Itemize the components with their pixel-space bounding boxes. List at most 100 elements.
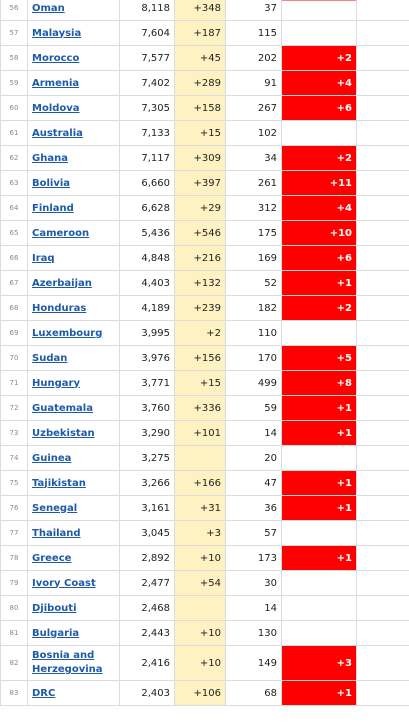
country-link[interactable]: Thailand — [32, 527, 81, 539]
total-cases-cell: 2,477 — [119, 570, 175, 596]
new-cases-cell: +397 — [174, 170, 226, 196]
country-link[interactable]: Honduras — [32, 302, 87, 314]
new-cases-cell: +156 — [174, 345, 226, 371]
new-cases-cell: +289 — [174, 70, 226, 96]
country-cell: Hungary — [27, 370, 120, 396]
total-cases-cell: 6,660 — [119, 170, 175, 196]
new-deaths-cell — [281, 620, 357, 646]
country-cell: Djibouti — [27, 595, 120, 621]
rank-cell: 59 — [0, 70, 28, 96]
country-link[interactable]: Finland — [32, 202, 74, 214]
country-link[interactable]: Bolivia — [32, 177, 71, 189]
new-cases-cell — [174, 595, 226, 621]
total-cases-cell: 7,577 — [119, 45, 175, 71]
country-link[interactable]: Morocco — [32, 52, 80, 64]
total-deaths-cell: 57 — [225, 520, 282, 546]
total-deaths-cell: 14 — [225, 420, 282, 446]
new-cases-cell: +239 — [174, 295, 226, 321]
country-cell: Senegal — [27, 495, 120, 521]
recovered-cell: 1,565 — [356, 495, 409, 521]
country-cell: Malaysia — [27, 20, 120, 46]
country-link[interactable]: Moldova — [32, 102, 80, 114]
total-cases-cell: 3,045 — [119, 520, 175, 546]
new-cases-cell: +166 — [174, 470, 226, 496]
recovered-cell: 473 — [356, 295, 409, 321]
country-cell: Azerbaijan — [27, 270, 120, 296]
total-deaths-cell: 499 — [225, 370, 282, 396]
country-link[interactable]: Australia — [32, 127, 83, 139]
recovered-cell: 1,721 — [356, 645, 409, 681]
recovered-cell: 1,673 — [356, 445, 409, 471]
total-cases-cell: 3,771 — [119, 370, 175, 396]
total-cases-cell: 7,402 — [119, 70, 175, 96]
country-cell: Greece — [27, 545, 120, 571]
recovered-cell: 2,636 — [356, 420, 409, 446]
country-link[interactable]: Tajikistan — [32, 477, 86, 489]
country-link[interactable]: Senegal — [32, 502, 78, 514]
recovered-cell: 503 — [356, 345, 409, 371]
total-deaths-cell: 59 — [225, 395, 282, 421]
new-deaths-cell: +8 — [281, 370, 357, 396]
country-link[interactable]: Bulgaria — [32, 627, 80, 639]
country-link[interactable]: Oman — [32, 2, 65, 14]
country-link[interactable]: Uzbekistan — [32, 427, 95, 439]
recovered-cell: 3,783 — [356, 320, 409, 346]
total-deaths-cell: 173 — [225, 545, 282, 571]
recovered-cell: 1,836 — [356, 370, 409, 396]
total-cases-cell: 3,161 — [119, 495, 175, 521]
country-link[interactable]: Cameroon — [32, 227, 90, 239]
country-link[interactable]: Azerbaijan — [32, 277, 92, 289]
total-cases-cell: 8,118 — [119, 0, 175, 21]
rank-cell: 67 — [0, 270, 28, 296]
country-link[interactable]: DRC — [32, 687, 56, 699]
recovered-cell: 1,996 — [356, 220, 409, 246]
rank-cell: 62 — [0, 145, 28, 171]
country-link[interactable]: Bosnia and Herzegovina — [32, 650, 103, 675]
recovered-cell: 6,041 — [356, 20, 409, 46]
country-link[interactable]: Djibouti — [32, 602, 77, 614]
new-cases-cell: +187 — [174, 20, 226, 46]
new-cases-cell: +101 — [174, 420, 226, 446]
country-link[interactable]: Ghana — [32, 152, 68, 164]
country-link[interactable]: Greece — [32, 552, 72, 564]
country-link[interactable]: Iraq — [32, 252, 55, 264]
country-link[interactable]: Sudan — [32, 352, 68, 364]
total-deaths-cell: 47 — [225, 470, 282, 496]
new-deaths-cell: +1 — [281, 545, 357, 571]
rank-cell: 83 — [0, 680, 28, 706]
country-cell: Bosnia and Herzegovina — [27, 645, 120, 681]
country-link[interactable]: Luxembourg — [32, 327, 103, 339]
recovered-cell: 1,079 — [356, 595, 409, 621]
new-cases-cell: +15 — [174, 370, 226, 396]
country-link[interactable]: Malaysia — [32, 27, 82, 39]
country-link[interactable]: Guatemala — [32, 402, 93, 414]
total-deaths-cell: 169 — [225, 245, 282, 271]
total-cases-cell: 3,290 — [119, 420, 175, 446]
rank-cell: 73 — [0, 420, 28, 446]
total-cases-cell: 6,628 — [119, 195, 175, 221]
country-link[interactable]: Ivory Coast — [32, 577, 96, 589]
total-cases-cell: 7,604 — [119, 20, 175, 46]
new-cases-cell: +29 — [174, 195, 226, 221]
country-cell: Australia — [27, 120, 120, 146]
total-deaths-cell: 170 — [225, 345, 282, 371]
country-link[interactable]: Guinea — [32, 452, 72, 464]
new-cases-cell: +31 — [174, 495, 226, 521]
rank-cell: 75 — [0, 470, 28, 496]
recovered-cell: 6,553 — [356, 120, 409, 146]
recovered-cell: 1,286 — [356, 570, 409, 596]
new-deaths-cell — [281, 570, 357, 596]
country-link[interactable]: Hungary — [32, 377, 80, 389]
new-cases-cell: +2 — [174, 320, 226, 346]
new-cases-cell: +216 — [174, 245, 226, 271]
country-link[interactable]: Armenia — [32, 77, 80, 89]
